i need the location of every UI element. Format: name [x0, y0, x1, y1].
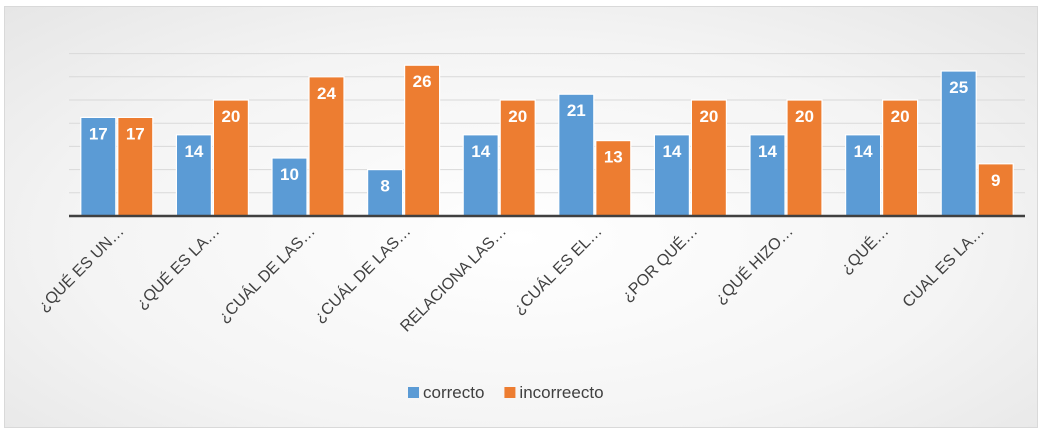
x-tick-label: RELACIONA LAS…: [397, 223, 510, 336]
data-label: 20: [508, 107, 527, 126]
bar-correcto: [271, 157, 308, 217]
data-label: 14: [854, 142, 873, 161]
data-label: 20: [699, 107, 718, 126]
bar-correcto: [175, 134, 212, 217]
data-label: 14: [758, 142, 777, 161]
bar-incorreecto: [881, 99, 919, 217]
legend: correcto incorreecto: [408, 383, 604, 402]
data-label: 24: [317, 84, 336, 103]
bar-correcto: [653, 134, 691, 217]
bar-incorreecto: [308, 76, 345, 217]
bar-correcto: [558, 93, 595, 217]
data-label: 26: [413, 72, 432, 91]
bar-incorreecto: [595, 140, 632, 217]
data-labels: 17 17 14 20 10 24 8 26 14 20 21 13 14 20 14 20 14 20 25 9: [89, 72, 1001, 195]
data-label: 20: [795, 107, 814, 126]
gridlines: [69, 53, 1025, 194]
legend-swatch-incorreecto: [504, 387, 516, 398]
x-tick-label: ¿QUÉ ES LA…: [132, 221, 223, 312]
x-tick-label: ¿CUÁL DE LAS…: [310, 221, 415, 326]
data-label: 13: [604, 148, 623, 167]
x-tick-labels: ¿QUÉ ES UN… ¿QUÉ ES LA…¿CUÁL DE LAS…¿CUÁL…: [34, 221, 988, 335]
chart-area: 17 17 14 20 10 24 8 26 14 20 21 13 14 20 14 20 14 20 25 9 ¿…: [4, 6, 1038, 428]
data-label: 25: [949, 78, 968, 97]
data-label: 9: [991, 171, 1000, 190]
data-label: 20: [221, 107, 240, 126]
data-label: 21: [567, 101, 586, 120]
data-label: 8: [380, 177, 389, 196]
data-label: 20: [891, 107, 910, 126]
x-tick-label: ¿CUÁL ES EL…: [509, 221, 606, 318]
data-label: 14: [471, 142, 490, 161]
x-tick-label: ¿QUÉ ES UN…: [34, 221, 128, 315]
x-tick-label: ¿QUÉ…: [836, 221, 892, 277]
legend-label-correcto: correcto: [423, 383, 484, 402]
bar-correcto: [844, 134, 882, 217]
data-label: 17: [89, 124, 108, 143]
x-tick-label: ¿QUÉ HIZO…: [710, 221, 796, 307]
bars: [80, 64, 1014, 217]
bar-chart: 17 17 14 20 10 24 8 26 14 20 21 13 14 20 14 20 14 20 25 9 ¿…: [34, 53, 1025, 402]
bar-incorreecto: [404, 64, 441, 217]
bar-correcto: [749, 134, 786, 217]
data-label: 17: [126, 124, 145, 143]
bar-incorreecto: [690, 99, 728, 217]
bar-incorreecto: [212, 99, 249, 217]
bar-correcto: [367, 169, 404, 217]
bar-incorreecto: [786, 99, 823, 217]
data-label: 14: [184, 142, 203, 161]
x-tick-label: ¿POR QUÉ…: [617, 221, 701, 305]
x-tick-label: ¿CUÁL DE LAS…: [214, 221, 319, 326]
data-label: 14: [662, 142, 681, 161]
data-label: 10: [280, 165, 299, 184]
bar-incorreecto: [117, 116, 154, 217]
x-tick-label: CUAL ES LA…: [900, 223, 988, 311]
legend-swatch-correcto: [408, 387, 419, 398]
legend-label-incorreecto: incorreecto: [519, 383, 603, 402]
bar-correcto: [940, 70, 977, 217]
bar-incorreecto: [499, 99, 536, 217]
